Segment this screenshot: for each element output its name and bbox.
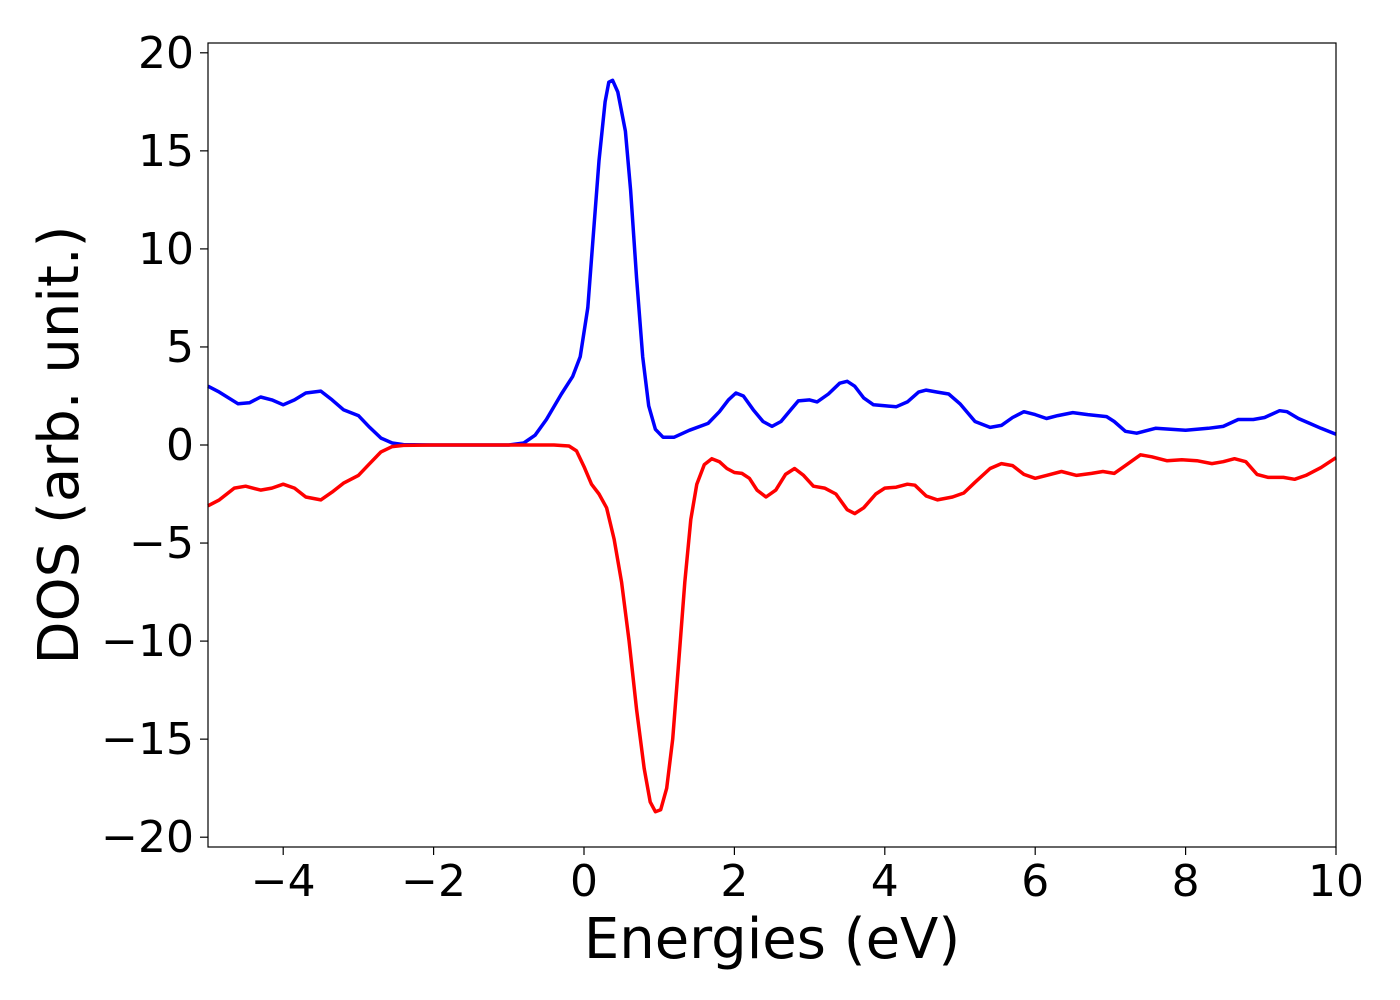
y-tick-label: 5 xyxy=(166,322,194,373)
x-tick-label: −2 xyxy=(401,856,466,907)
x-tick-label: 8 xyxy=(1172,856,1200,907)
x-tick-label: −4 xyxy=(251,856,316,907)
plot-area xyxy=(208,43,1336,847)
x-axis-label: Energies (eV) xyxy=(584,907,960,972)
y-tick-label: −10 xyxy=(101,616,194,667)
x-tick-label: 0 xyxy=(570,856,598,907)
y-tick-label: −20 xyxy=(101,812,194,863)
y-axis-label: DOS (arb. unit.) xyxy=(27,225,92,664)
x-tick-label: 10 xyxy=(1308,856,1364,907)
y-tick-label: 20 xyxy=(138,28,194,79)
series-layer xyxy=(207,78,1337,814)
x-tick-label: 2 xyxy=(720,856,748,907)
series-line-2 xyxy=(207,443,1337,814)
y-tick-label: −15 xyxy=(101,714,194,765)
y-tick-label: 15 xyxy=(138,126,194,177)
y-tick-label: −5 xyxy=(129,518,194,569)
x-axis: −4 −2 0 2 4 6 8 10 xyxy=(251,847,1364,907)
x-tick-label: 6 xyxy=(1021,856,1049,907)
y-axis: 20 15 10 5 0 −5 −10 −15 −20 xyxy=(101,28,208,863)
y-tick-label: 10 xyxy=(138,224,194,275)
x-tick-label: 4 xyxy=(871,856,899,907)
y-tick-label: 0 xyxy=(166,420,194,471)
